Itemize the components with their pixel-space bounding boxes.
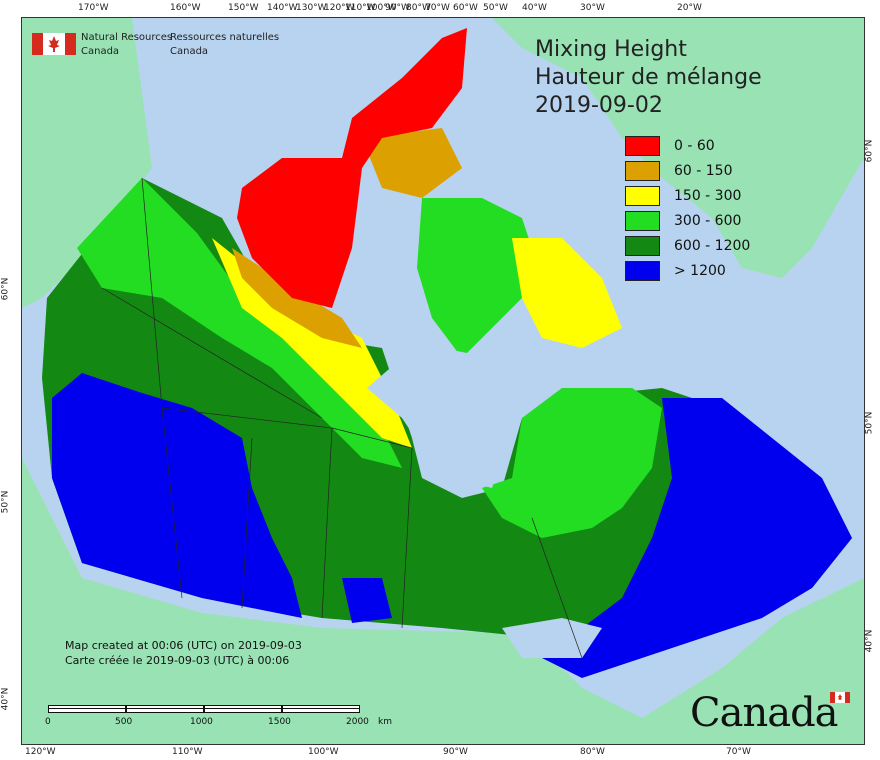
tick-bottom: 100°W [308, 747, 339, 757]
scale-segment [282, 705, 360, 713]
tick-top: 30°W [580, 3, 605, 13]
scale-label: 500 [115, 717, 133, 727]
legend-label: 300 - 600 [674, 212, 742, 229]
tick-left: 60°N [0, 277, 11, 301]
canada-wordmark: Canada [690, 690, 850, 736]
creation-note-fr: Carte créée le 2019-09-03 (UTC) à 00:06 [65, 654, 290, 667]
scale-midline [48, 708, 360, 709]
tick-bottom: 80°W [580, 747, 605, 757]
zone-blue-ontario [342, 578, 392, 623]
legend-label: > 1200 [674, 262, 726, 279]
legend-item: 60 - 150 [625, 158, 750, 183]
agency-fr-line2: Canada [170, 46, 209, 57]
tick-top: 120°W [324, 3, 355, 13]
tick-right: 40°N [864, 629, 875, 653]
tick-top: 160°W [170, 3, 201, 13]
zone-yellow-labrador [512, 238, 622, 348]
wordmark-text: Canada [690, 690, 839, 736]
legend-label: 0 - 60 [674, 137, 715, 154]
map-svg [22, 18, 864, 744]
scale-label: 1000 [190, 717, 213, 727]
greenland-land [492, 18, 864, 278]
tick-top: 80°W [406, 3, 431, 13]
legend-swatch [625, 260, 660, 281]
agency-name-en: Natural Resources Canada [81, 31, 172, 59]
tick-top: 60°W [453, 3, 478, 13]
tick-top: 100°W [366, 3, 397, 13]
creation-note: Map created at 00:06 (UTC) on 2019-09-03… [65, 638, 302, 668]
legend-swatch [625, 185, 660, 206]
tick-top: 130°W [296, 3, 327, 13]
alaska-land [22, 18, 152, 308]
tick-top: 40°W [522, 3, 547, 13]
map-title: Mixing Height Hauteur de mélange 2019-09… [535, 36, 762, 120]
tick-left: 40°N [0, 687, 11, 711]
tick-bottom: 70°W [726, 747, 751, 757]
tick-bottom: 90°W [443, 747, 468, 757]
zone-red-arctic [237, 28, 467, 308]
zone-light-green-baffin [417, 198, 542, 358]
legend-item: 0 - 60 [625, 133, 750, 158]
title-en: Mixing Height [535, 37, 687, 62]
scale-label: 2000 [346, 717, 369, 727]
scale-segment [48, 705, 126, 713]
tick-top: 50°W [483, 3, 508, 13]
tick-top: 150°W [228, 3, 259, 13]
zone-orange-islands [362, 128, 462, 198]
zone-blue-east [542, 398, 852, 678]
legend-item: > 1200 [625, 258, 750, 283]
tick-bottom: 120°W [25, 747, 56, 757]
tick-left: 50°N [0, 490, 11, 514]
hudson-bay [367, 348, 522, 488]
tick-top: 170°W [78, 3, 109, 13]
legend-swatch [625, 235, 660, 256]
legend-swatch [625, 210, 660, 231]
legend-swatch [625, 135, 660, 156]
tick-top: 140°W [267, 3, 298, 13]
tick-top: 20°W [677, 3, 702, 13]
agency-en-line1: Natural Resources [81, 32, 173, 43]
agency-name-fr: Ressources naturelles Canada [170, 31, 279, 59]
map-canvas [21, 17, 865, 745]
tick-top: 110°W [345, 3, 376, 13]
scale-segment [126, 705, 204, 713]
zone-blue-west [52, 373, 302, 618]
tick-bottom: 110°W [172, 747, 203, 757]
legend-item: 300 - 600 [625, 208, 750, 233]
title-fr: Hauteur de mélange [535, 65, 762, 90]
scale-label: 0 [45, 717, 51, 727]
legend-item: 150 - 300 [625, 183, 750, 208]
great-lakes [502, 618, 602, 658]
title-date: 2019-09-02 [535, 93, 663, 118]
tick-right: 50°N [864, 411, 875, 435]
tick-top: 70°W [425, 3, 450, 13]
usa-land [22, 458, 864, 744]
scale-label: 1500 [268, 717, 291, 727]
legend: 0 - 60 60 - 150 150 - 300 300 - 600 600 … [625, 133, 750, 283]
scale-segment [204, 705, 282, 713]
canada-flag-icon [32, 33, 76, 55]
legend-item: 600 - 1200 [625, 233, 750, 258]
agency-fr-line1: Ressources naturelles [170, 32, 280, 43]
scale-unit: km [378, 717, 392, 727]
tick-right: 60°N [864, 139, 875, 163]
legend-swatch [625, 160, 660, 181]
zone-light-green-quebec [482, 388, 662, 538]
legend-label: 150 - 300 [674, 187, 742, 204]
creation-note-en: Map created at 00:06 (UTC) on 2019-09-03 [65, 639, 302, 652]
agency-en-line2: Canada [81, 46, 120, 57]
province-borders [101, 177, 583, 659]
zone-light-green-nw [77, 178, 402, 468]
tick-top: 90°W [385, 3, 410, 13]
legend-label: 60 - 150 [674, 162, 733, 179]
wordmark-flag-icon [830, 692, 850, 703]
legend-label: 600 - 1200 [674, 237, 751, 254]
